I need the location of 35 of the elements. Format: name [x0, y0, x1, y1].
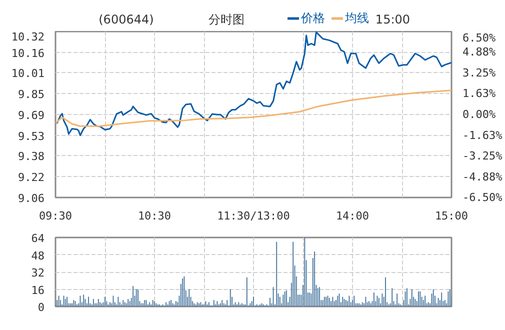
- x-tick-label: 09:30: [38, 210, 72, 222]
- y-tick-label: 48: [31, 249, 45, 262]
- line-series: [56, 32, 452, 136]
- chart-subtitle: 分时图: [208, 12, 244, 26]
- y2-tick-label: -1.63%: [462, 128, 503, 142]
- chart-title: (600644): [98, 12, 154, 26]
- x-tick-label: 10:30: [138, 210, 172, 222]
- legend-label: 价格: [301, 10, 325, 26]
- x-tick-label: 14:00: [336, 210, 370, 222]
- y2-tick-label: 6.50%: [462, 32, 496, 44]
- y2-tick-label: -3.25%: [462, 150, 503, 162]
- y-tick-label: 9.38: [18, 150, 45, 163]
- y-tick-label: 64: [31, 232, 45, 245]
- y-tick-label: 9.06: [18, 192, 45, 205]
- y-tick-label: 9.22: [18, 170, 45, 184]
- y-tick-label: 9.85: [18, 88, 45, 101]
- y-tick-label: 16: [31, 284, 45, 297]
- y2-tick-label: 4.88%: [462, 46, 496, 59]
- y-tick-label: 9.69: [18, 109, 45, 122]
- y-tick-label: 9.53: [18, 130, 45, 144]
- y2-tick-label: -4.88%: [462, 170, 503, 184]
- y-tick-label: 10.01: [11, 66, 45, 80]
- y2-tick-label: 1.63%: [462, 87, 496, 100]
- y2-tick-label: 0.00%: [462, 108, 496, 121]
- y2-tick-label: -6.50%: [462, 191, 503, 204]
- line-series: [56, 90, 452, 127]
- y-tick-label: 0: [38, 301, 44, 314]
- y-tick-label: 32: [31, 266, 45, 280]
- y2-tick-label: 3.25%: [462, 66, 496, 80]
- y-tick-label: 10.32: [11, 30, 45, 44]
- legend-label: 均线: [345, 10, 369, 26]
- y-tick-label: 10.16: [11, 47, 45, 60]
- x-tick-label: 15:00: [434, 210, 468, 222]
- text: 15:00: [375, 12, 410, 26]
- x-tick-label: 11:30/13:00: [217, 210, 290, 222]
